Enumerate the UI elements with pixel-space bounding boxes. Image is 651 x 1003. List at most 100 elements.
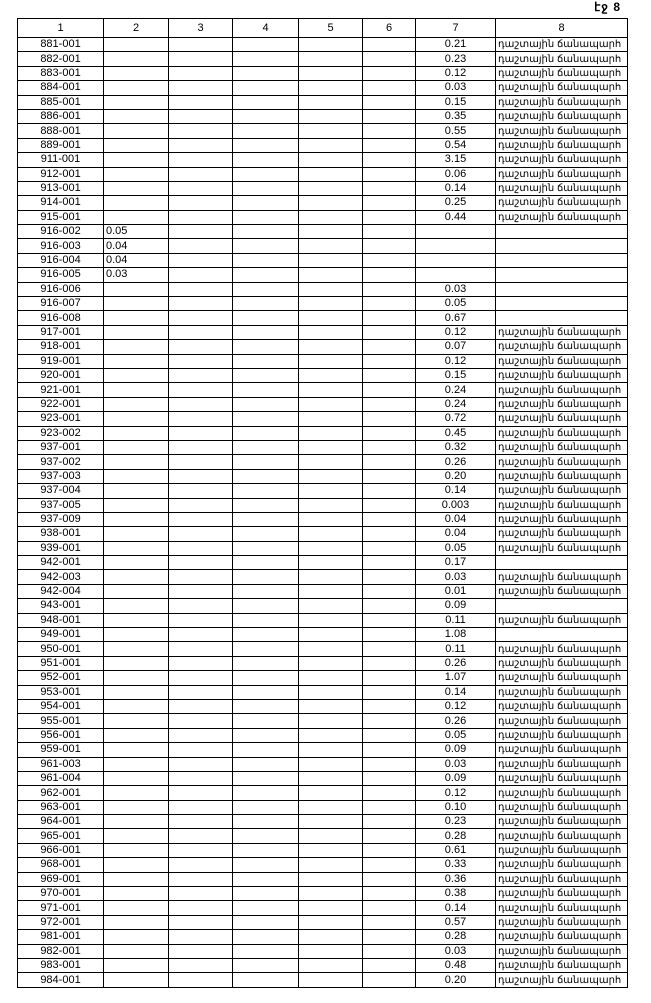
cell-col-6 bbox=[362, 727, 416, 744]
value-col-7: 0.11 bbox=[415, 612, 496, 629]
cell-col-5 bbox=[298, 670, 363, 686]
value-col-2 bbox=[103, 80, 169, 96]
value-col-2 bbox=[103, 367, 169, 384]
cell-col-4 bbox=[232, 65, 299, 82]
parcel-code: 916-007 bbox=[17, 296, 104, 312]
cell-col-5 bbox=[298, 886, 363, 902]
cell-col-6 bbox=[362, 382, 416, 398]
value-col-2 bbox=[103, 353, 169, 369]
table-row: 938-001 0.04 դաշտային ճանապարհ bbox=[17, 526, 628, 542]
value-col-2 bbox=[103, 526, 169, 542]
cell-col-4 bbox=[232, 785, 299, 801]
cell-col-4 bbox=[232, 108, 299, 125]
land-use-col-8: դաշտային ճանապարհ bbox=[495, 713, 628, 729]
value-col-2 bbox=[103, 281, 169, 298]
cell-col-5 bbox=[298, 310, 363, 326]
land-use-col-8: դաշտային ճանապարհ bbox=[495, 742, 628, 758]
cell-col-6 bbox=[362, 842, 416, 859]
cell-col-6 bbox=[362, 598, 416, 614]
cell-col-4 bbox=[232, 598, 299, 614]
cell-col-5 bbox=[298, 195, 363, 211]
cell-col-3 bbox=[168, 698, 233, 715]
cell-col-5 bbox=[298, 569, 363, 585]
land-use-col-8: դաշտային ճանապարհ bbox=[495, 684, 628, 700]
value-col-7: 0.28 bbox=[415, 929, 496, 945]
value-col-2 bbox=[103, 828, 169, 844]
land-use-col-8: դաշտային ճանապարհ bbox=[495, 727, 628, 744]
table-row: 951-001 0.26 դաշտային ճանապարհ bbox=[17, 655, 628, 672]
cell-col-6 bbox=[362, 972, 416, 988]
value-col-7: 0.23 bbox=[415, 51, 496, 67]
value-col-7: 0.14 bbox=[415, 900, 496, 916]
cell-col-6 bbox=[362, 857, 416, 873]
table-row: 948-001 0.11 դաշտային ճանապարհ bbox=[17, 612, 628, 629]
table-row: 966-001 0.61 դաշտային ճանապարհ bbox=[17, 842, 628, 859]
table-row: 954-001 0.12 դաշտային ճանապարհ bbox=[17, 698, 628, 715]
value-col-7: 0.36 bbox=[415, 871, 496, 888]
cell-col-3 bbox=[168, 957, 233, 974]
cell-col-3 bbox=[168, 929, 233, 945]
cell-col-3 bbox=[168, 943, 233, 960]
value-col-2 bbox=[103, 108, 169, 125]
parcel-code: 888-001 bbox=[17, 123, 104, 139]
value-col-2 bbox=[103, 296, 169, 312]
cell-col-5 bbox=[298, 51, 363, 67]
cell-col-5 bbox=[298, 857, 363, 873]
parcel-code: 923-002 bbox=[17, 425, 104, 441]
cell-col-6 bbox=[362, 166, 416, 182]
table-row: 984-001 0.20 դաշտային ճանապարհ bbox=[17, 972, 628, 988]
cell-col-4 bbox=[232, 814, 299, 830]
cell-col-4 bbox=[232, 670, 299, 686]
parcel-code: 882-001 bbox=[17, 51, 104, 67]
cell-col-4 bbox=[232, 425, 299, 441]
cell-col-5 bbox=[298, 655, 363, 672]
cell-col-5 bbox=[298, 598, 363, 614]
value-col-2: 0.04 bbox=[103, 238, 169, 254]
land-use-col-8: դաշտային ճանապարհ bbox=[495, 180, 628, 197]
table-row: 922-001 0.24 դաշտային ճանապարհ bbox=[17, 396, 628, 413]
value-col-7: 0.12 bbox=[415, 324, 496, 341]
cell-col-6 bbox=[362, 483, 416, 499]
parcel-code: 916-002 bbox=[17, 224, 104, 240]
cell-col-5 bbox=[298, 281, 363, 298]
value-col-2 bbox=[103, 425, 169, 441]
cell-col-3 bbox=[168, 425, 233, 441]
land-use-col-8: դաշտային ճանապարհ bbox=[495, 497, 628, 513]
value-col-2 bbox=[103, 65, 169, 82]
land-use-col-8: դաշտային ճանապարհ bbox=[495, 972, 628, 988]
cell-col-6 bbox=[362, 526, 416, 542]
table-row: 937-001 0.32 դաշտային ճանապարհ bbox=[17, 439, 628, 456]
cell-col-5 bbox=[298, 367, 363, 384]
table-row: 981-001 0.28 դաշտային ճանապարհ bbox=[17, 929, 628, 945]
value-col-2 bbox=[103, 324, 169, 341]
cell-col-3 bbox=[168, 655, 233, 672]
cell-col-3 bbox=[168, 641, 233, 657]
parcel-code: 984-001 bbox=[17, 972, 104, 988]
land-use-col-8: դաշտային ճանապարհ bbox=[495, 785, 628, 801]
cell-col-3 bbox=[168, 137, 233, 154]
value-col-7 bbox=[415, 224, 496, 240]
parcel-code: 955-001 bbox=[17, 713, 104, 729]
cell-col-4 bbox=[232, 900, 299, 916]
cell-col-6 bbox=[362, 957, 416, 974]
value-col-7: 0.09 bbox=[415, 770, 496, 787]
cell-col-3 bbox=[168, 770, 233, 787]
cell-col-6 bbox=[362, 353, 416, 369]
cell-col-6 bbox=[362, 799, 416, 816]
value-col-2 bbox=[103, 152, 169, 168]
cell-col-5 bbox=[298, 583, 363, 600]
parcel-code: 885-001 bbox=[17, 94, 104, 110]
cell-col-3 bbox=[168, 224, 233, 240]
value-col-7: 0.61 bbox=[415, 842, 496, 859]
table-row: 972-001 0.57 դաշտային ճանապարհ bbox=[17, 914, 628, 931]
table-row: 983-001 0.48 դաշտային ճանապարհ bbox=[17, 957, 628, 974]
parcel-code: 943-001 bbox=[17, 598, 104, 614]
value-col-2: 0.03 bbox=[103, 267, 169, 283]
land-use-col-8: դաշտային ճանապարհ bbox=[495, 857, 628, 873]
value-col-2 bbox=[103, 411, 169, 427]
cell-col-4 bbox=[232, 180, 299, 197]
cell-col-3 bbox=[168, 871, 233, 888]
cell-col-6 bbox=[362, 411, 416, 427]
cell-col-4 bbox=[232, 483, 299, 499]
parcel-code: 889-001 bbox=[17, 137, 104, 154]
